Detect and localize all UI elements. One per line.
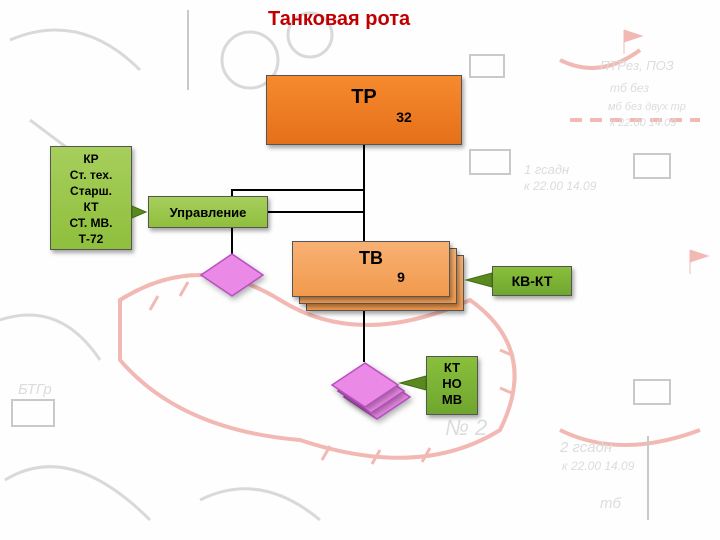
- kr-list-line: Т-72: [51, 231, 131, 247]
- node-tv-value: 9: [293, 269, 449, 285]
- node-upravlenie: Управление: [148, 196, 268, 228]
- node-tr: ТР 32: [266, 75, 462, 145]
- kr-list-line: КР: [51, 151, 131, 167]
- connector: [231, 228, 233, 255]
- node-kr-list: КР Ст. тех. Старш. КТ СТ. МВ. Т-72: [50, 146, 132, 250]
- node-tv: ТВ 9: [292, 241, 450, 297]
- node-kt-no-mv: КТ НО МВ: [426, 356, 478, 415]
- node-tv-label: ТВ: [293, 242, 449, 269]
- node-kv-kt: КВ-КТ: [492, 266, 572, 296]
- diamond-upravlenie: [201, 254, 263, 296]
- kr-list-line: Ст. тех.: [51, 167, 131, 183]
- node-tr-label: ТР: [267, 76, 461, 109]
- node-tv-stack: ТВ 9: [292, 241, 464, 311]
- kr-list-line: СТ. МВ.: [51, 215, 131, 231]
- ktnomv-line: КТ: [427, 360, 477, 376]
- diagram-title: Танковая рота: [268, 8, 410, 31]
- kr-list-line: Старш.: [51, 183, 131, 199]
- node-tr-value: 32: [267, 109, 461, 125]
- connector: [268, 211, 365, 213]
- diamond-tv-stack: [332, 363, 410, 419]
- connector: [363, 145, 365, 241]
- connector: [231, 189, 365, 191]
- connector: [363, 310, 365, 362]
- ktnomv-line: НО: [427, 376, 477, 392]
- kr-list-line: КТ: [51, 199, 131, 215]
- ktnomv-line: МВ: [427, 392, 477, 408]
